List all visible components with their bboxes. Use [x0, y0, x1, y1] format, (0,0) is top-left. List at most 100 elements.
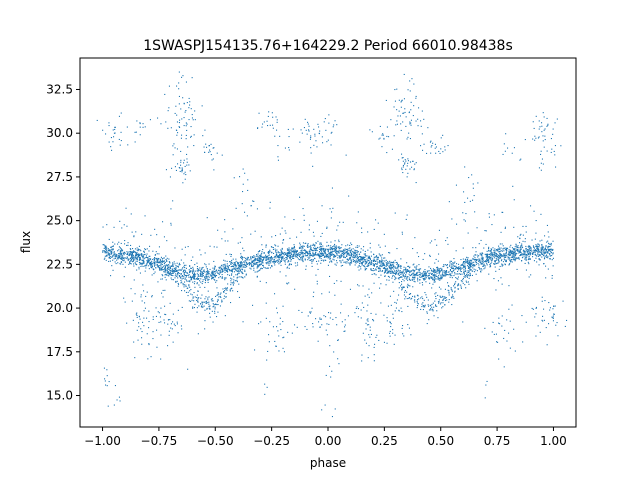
data-point: [487, 259, 489, 261]
data-point: [250, 263, 252, 265]
data-point: [325, 374, 327, 376]
data-point: [266, 256, 268, 258]
data-point: [277, 252, 279, 254]
data-point: [304, 326, 306, 328]
data-point: [314, 248, 316, 250]
data-point: [538, 254, 540, 256]
data-point: [300, 259, 302, 261]
data-point: [499, 248, 501, 250]
data-point: [120, 253, 122, 255]
data-point: [443, 275, 445, 277]
data-point: [336, 229, 338, 231]
data-point: [407, 158, 409, 160]
data-point: [265, 244, 267, 246]
data-point: [156, 253, 158, 255]
data-point: [416, 272, 418, 274]
data-point: [393, 106, 395, 108]
data-point: [293, 253, 295, 255]
data-point: [454, 273, 456, 275]
data-point: [465, 262, 467, 264]
data-point: [409, 121, 411, 123]
data-point: [481, 269, 483, 271]
data-point: [183, 284, 185, 286]
data-point: [519, 247, 521, 249]
data-point: [205, 296, 207, 298]
data-point: [254, 260, 256, 262]
data-point: [366, 319, 368, 321]
data-point: [553, 150, 555, 152]
data-point: [493, 214, 495, 216]
data-point: [531, 307, 533, 309]
data-point: [251, 261, 253, 263]
data-point: [464, 264, 466, 266]
data-point: [490, 262, 492, 264]
data-point: [339, 221, 341, 223]
data-point: [384, 271, 386, 273]
data-point: [417, 280, 419, 282]
data-point: [537, 247, 539, 249]
data-point: [501, 315, 503, 317]
data-point: [118, 115, 120, 117]
data-point: [339, 247, 341, 249]
data-point: [471, 263, 473, 265]
data-point: [326, 253, 328, 255]
data-point: [267, 257, 269, 259]
data-point: [543, 116, 545, 118]
data-point: [366, 265, 368, 267]
data-point: [467, 262, 469, 264]
data-point: [468, 267, 470, 269]
data-point: [412, 248, 414, 250]
data-point: [405, 116, 407, 118]
data-point: [541, 239, 543, 241]
data-point: [448, 294, 450, 296]
data-point: [262, 123, 264, 125]
data-point: [415, 97, 417, 99]
data-point: [204, 328, 206, 330]
data-point: [436, 267, 438, 269]
data-point: [239, 241, 241, 243]
data-point: [186, 129, 188, 131]
data-point: [130, 252, 132, 254]
data-point: [102, 251, 104, 253]
data-point: [379, 262, 381, 264]
data-point: [284, 252, 286, 254]
data-point: [438, 299, 440, 301]
data-point: [206, 146, 208, 148]
data-point: [184, 178, 186, 180]
data-point: [180, 137, 182, 139]
data-point: [532, 308, 534, 310]
data-point: [177, 273, 179, 275]
data-point: [364, 250, 366, 252]
data-point: [442, 306, 444, 308]
data-point: [281, 252, 283, 254]
data-point: [375, 268, 377, 270]
data-point: [324, 255, 326, 257]
data-point: [324, 404, 326, 406]
data-point: [295, 252, 297, 254]
data-point: [214, 312, 216, 314]
data-point: [351, 262, 353, 264]
data-point: [535, 244, 537, 246]
data-point: [548, 248, 550, 250]
data-point: [177, 272, 179, 274]
data-point: [134, 131, 136, 133]
data-point: [394, 275, 396, 277]
data-point: [226, 287, 228, 289]
data-point: [169, 265, 171, 267]
data-point: [338, 255, 340, 257]
data-point: [463, 264, 465, 266]
data-point: [424, 271, 426, 273]
data-point: [495, 270, 497, 272]
data-point: [183, 271, 185, 273]
data-point: [126, 256, 128, 258]
data-point: [564, 325, 566, 327]
data-point: [177, 332, 179, 334]
data-point: [392, 274, 394, 276]
data-point: [181, 328, 183, 330]
data-point: [191, 77, 193, 79]
data-point: [258, 260, 260, 262]
data-point: [205, 264, 207, 266]
data-point: [172, 266, 174, 268]
data-point: [345, 248, 347, 250]
data-point: [185, 122, 187, 124]
